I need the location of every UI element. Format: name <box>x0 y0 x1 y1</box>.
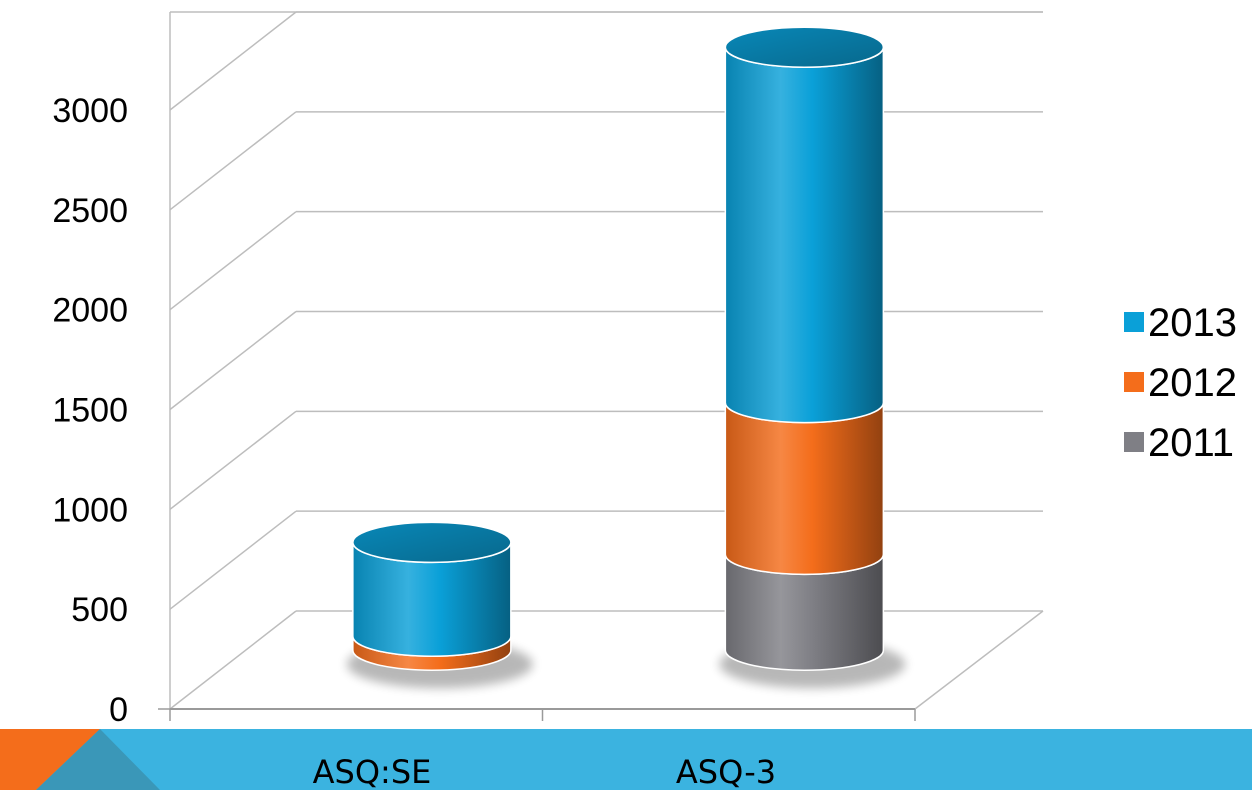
bar-top-cap <box>724 26 885 68</box>
legend-item-2011: 2011 <box>1124 421 1234 465</box>
y-tick-label: 3000 <box>52 92 128 130</box>
legend-label: 2011 <box>1148 421 1234 465</box>
y-tick-label: 1000 <box>52 491 128 529</box>
floor-left <box>169 610 297 710</box>
legend-swatch <box>1124 372 1144 392</box>
axes: 0 500 1000 1500 2000 2500 3000 <box>52 92 916 729</box>
y-tick-label: 0 <box>109 691 128 729</box>
gridlines <box>169 11 1044 710</box>
x-category-label: ASQ-3 <box>676 753 776 790</box>
bar-segment-2013 <box>724 47 885 424</box>
y-tick-label: 500 <box>71 591 128 629</box>
legend-swatch <box>1124 432 1144 452</box>
gridline-diag <box>169 11 297 111</box>
gridline-diag <box>169 111 297 211</box>
legend-swatch <box>1124 312 1144 332</box>
y-tick-label: 2500 <box>52 192 128 230</box>
footer-band <box>0 729 1252 790</box>
legend-item-2013: 2013 <box>1124 301 1237 345</box>
gridline-diag <box>169 211 297 311</box>
bars <box>346 26 906 689</box>
gridline-diag <box>169 310 297 411</box>
legend-label: 2013 <box>1148 301 1237 345</box>
floor-right <box>914 610 1044 710</box>
legend-item-2012: 2012 <box>1124 361 1237 405</box>
legend-label: 2012 <box>1148 361 1237 405</box>
y-tick-label: 2000 <box>52 292 128 330</box>
bar-group-asq-se <box>346 521 533 689</box>
x-category-label: ASQ:SE <box>313 753 432 790</box>
gridline-diag <box>169 510 297 610</box>
gridline-diag <box>169 410 297 510</box>
legend: 2013 2012 2011 <box>1124 301 1237 465</box>
footer-band-bar <box>0 729 1252 790</box>
footer-accent-orange <box>0 729 100 790</box>
category-labels: ASQ:SE ASQ-3 <box>313 753 776 790</box>
bar-group-asq-3 <box>719 26 906 689</box>
y-tick-label: 1500 <box>52 392 128 430</box>
bar-top-cap <box>352 521 512 564</box>
bar-segment-2012 <box>724 402 885 576</box>
footer-accent-triangle <box>36 729 160 790</box>
